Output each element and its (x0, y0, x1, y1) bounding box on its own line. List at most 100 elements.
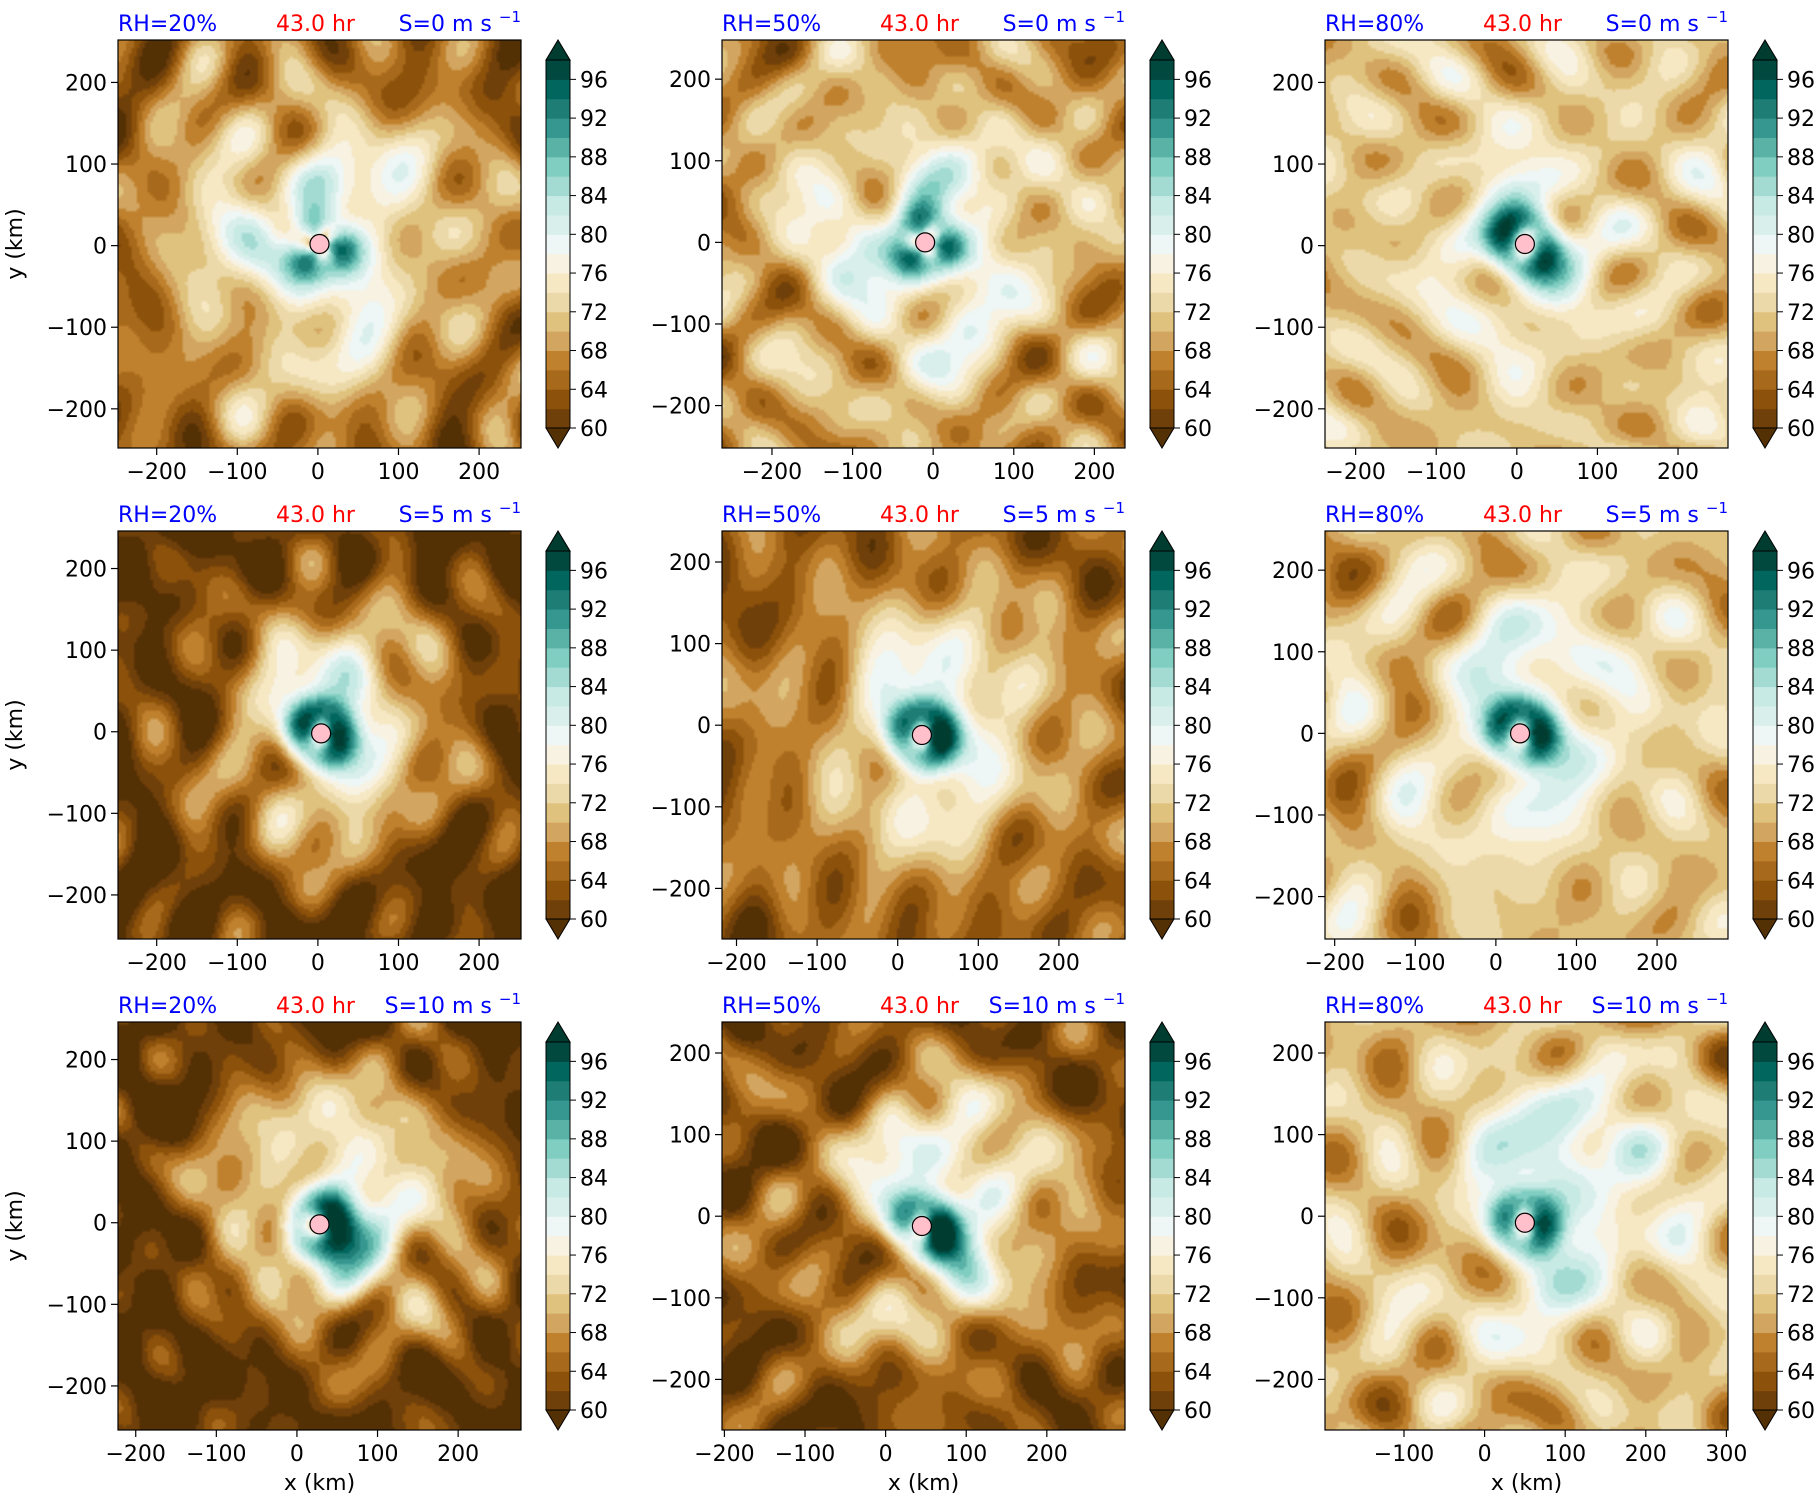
colorbar-band (1150, 628, 1174, 649)
panel-rh50-s10: −200 −100 0 100 200 −200 −100 0 100 200 x (km) RH=5… (651, 990, 1212, 1496)
colorbar-band (546, 1158, 570, 1179)
colorbar-tick-label: 64 (1184, 378, 1212, 403)
colorbar-band (1753, 880, 1777, 901)
colorbar-band (1753, 744, 1777, 765)
y-tick-label: 200 (65, 558, 107, 583)
colorbar-band (546, 1332, 570, 1353)
colorbar-band (546, 860, 570, 881)
colorbar-band (546, 350, 570, 371)
y-tick-label: 200 (669, 551, 711, 576)
colorbar-frame (1752, 59, 1778, 429)
y-tick-label: −100 (1254, 316, 1314, 341)
x-tick-label: −100 (787, 951, 847, 976)
y-tick-label: 100 (1272, 641, 1314, 666)
time-label: 43.0 hr (880, 994, 960, 1019)
colorbar-tick-label: 64 (1184, 1360, 1212, 1385)
axes-frame (1324, 39, 1729, 449)
panel-rh80-s5: −200 −100 0 100 200 −200 −100 0 100 200 RH=80% 43.0… (1254, 499, 1815, 976)
colorbar-extend-min (545, 1409, 571, 1431)
y-tick-label: 100 (1272, 1124, 1314, 1149)
colorbar-band (1150, 331, 1174, 352)
colorbar-band (1150, 744, 1174, 765)
colorbar: 60 64 68 72 76 80 84 88 92 96 (545, 1021, 608, 1431)
storm-center-marker (1514, 1212, 1535, 1233)
colorbar-band (546, 609, 570, 629)
colorbar-band (546, 1080, 570, 1101)
x-tick-label: −200 (694, 1442, 754, 1467)
colorbar-band (1150, 570, 1174, 591)
x-tick-label: 300 (1705, 1442, 1747, 1467)
x-tick-label: 100 (993, 460, 1035, 485)
rh-label: RH=80% (1325, 994, 1424, 1019)
axes-frame (1324, 530, 1729, 940)
colorbar-extend-max (1149, 39, 1175, 61)
shear-label: S=10 m s −1 (1592, 990, 1728, 1019)
colorbar-tick-label: 64 (580, 378, 608, 403)
colorbar-band (546, 234, 570, 255)
colorbar-tick-label: 92 (1787, 1089, 1815, 1114)
y-tick-label: −200 (47, 398, 107, 423)
rh-label: RH=20% (118, 503, 217, 528)
colorbar-tick-label: 84 (1184, 676, 1212, 701)
colorbar-tick-label: 80 (1787, 1205, 1815, 1230)
colorbar-frame (545, 550, 571, 920)
storm-center-marker (1509, 723, 1531, 744)
colorbar-tick-label: 64 (1787, 1360, 1815, 1385)
colorbar-band (1753, 137, 1777, 158)
colorbar-band (546, 686, 570, 707)
rh-label: RH=50% (722, 503, 821, 528)
colorbar-band (546, 156, 570, 177)
colorbar-tick-label: 76 (580, 753, 608, 778)
time-label: 43.0 hr (880, 503, 960, 528)
x-tick-label: −200 (706, 951, 766, 976)
x-tick-label: −100 (207, 951, 267, 976)
colorbar: 60 64 68 72 76 80 84 88 92 96 (1149, 530, 1212, 940)
colorbar-tick-label: 68 (580, 1322, 608, 1347)
x-tick-label: 100 (377, 951, 419, 976)
colorbar-tick-label: 68 (1787, 340, 1815, 365)
colorbar-band (1150, 822, 1174, 843)
colorbar-tick-label: 80 (1787, 223, 1815, 248)
colorbar-tick-label: 96 (580, 1050, 608, 1075)
colorbar-band (1150, 1313, 1174, 1334)
y-tick-label: 100 (65, 153, 107, 178)
x-tick-label: 0 (1478, 1442, 1492, 1467)
axes-frame (117, 39, 522, 449)
colorbar-band (1753, 214, 1777, 235)
y-tick-label: −200 (1254, 398, 1314, 423)
colorbar-band (546, 1100, 570, 1120)
shear-label: S=5 m s −1 (1003, 499, 1125, 528)
colorbar-band (1150, 1138, 1174, 1159)
colorbar-band (1753, 609, 1777, 629)
x-tick-label: 100 (1544, 1442, 1586, 1467)
colorbar-band (1753, 311, 1777, 332)
colorbar: 60 64 68 72 76 80 84 88 92 96 (1752, 39, 1815, 449)
colorbar-tick-label: 88 (1787, 1128, 1815, 1153)
colorbar-band (1150, 589, 1174, 610)
x-tick-label: 200 (1073, 460, 1115, 485)
colorbar-tick-label: 96 (1787, 1050, 1815, 1075)
colorbar-tick-label: 88 (580, 1128, 608, 1153)
colorbar-extend-min (1149, 1409, 1175, 1431)
colorbar-band (546, 1042, 570, 1062)
colorbar-tick-label: 92 (580, 107, 608, 132)
time-label: 43.0 hr (1483, 503, 1563, 528)
colorbar-tick-label: 88 (1184, 1128, 1212, 1153)
panel-rh80-s0: −200 −100 0 100 200 −200 −100 0 100 200 RH=80% 43.0… (1254, 8, 1815, 485)
x-tick-label: −200 (126, 460, 186, 485)
y-tick-label: 0 (93, 235, 107, 260)
y-tick-label: −100 (47, 316, 107, 341)
colorbar-band (1150, 725, 1174, 746)
colorbar-band (1150, 369, 1174, 390)
colorbar-band (1150, 1158, 1174, 1179)
y-tick-label: −100 (47, 1293, 107, 1318)
colorbar-band (546, 764, 570, 784)
x-tick-label: 0 (926, 460, 940, 485)
colorbar-tick-label: 64 (580, 869, 608, 894)
panel-rh20-s0: −200 −100 0 100 200 −200 −100 0 100 200 y (km) RH=2… (3, 8, 608, 485)
colorbar-band (1150, 841, 1174, 862)
colorbar-band (546, 1177, 570, 1198)
colorbar-frame (1752, 550, 1778, 920)
colorbar-tick-label: 80 (580, 223, 608, 248)
colorbar-band (546, 1351, 570, 1372)
